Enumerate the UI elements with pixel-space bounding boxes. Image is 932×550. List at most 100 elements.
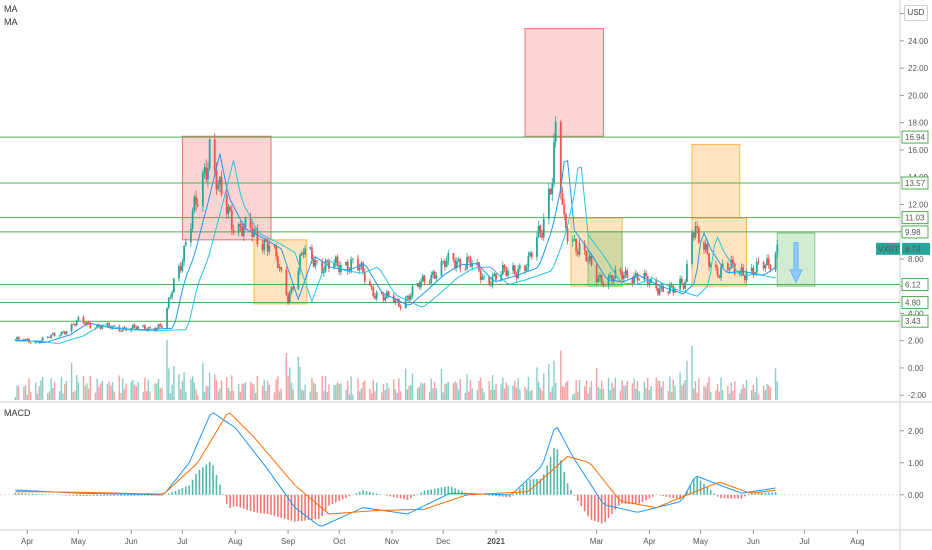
volume-bar — [551, 386, 553, 400]
candle-body — [374, 295, 376, 299]
volume-bar — [261, 385, 264, 400]
volume-bar — [290, 382, 293, 400]
candle-body — [384, 297, 387, 301]
macd-hist-bar — [611, 494, 613, 514]
volume-bar — [29, 391, 32, 400]
volume-bar — [195, 389, 197, 400]
volume-bar — [178, 373, 180, 400]
macd-hist-bar — [106, 494, 109, 496]
candle-body — [113, 325, 116, 327]
price-tick-label: 2.00 — [908, 337, 924, 346]
macd-hist-bar — [188, 485, 191, 495]
ma-legend-1[interactable]: MA — [4, 4, 18, 14]
volume-bar — [408, 385, 410, 400]
macd-hist-bar — [733, 494, 736, 499]
macd-hist-bar — [65, 494, 68, 496]
volume-bar — [193, 382, 196, 400]
candle-body — [738, 271, 741, 274]
volume-bar — [86, 383, 88, 400]
volume-bar — [539, 387, 542, 400]
level-label-box — [901, 211, 929, 225]
volume-bar — [633, 378, 635, 400]
candle-body — [607, 277, 610, 286]
macd-hist-bar — [89, 494, 92, 496]
macd-hist-bar — [208, 461, 211, 495]
currency-badge[interactable]: USD — [904, 5, 928, 21]
volume-bar — [372, 379, 374, 400]
macd-hist-bar — [375, 493, 378, 495]
volume-bar — [648, 389, 651, 400]
volume-bar — [655, 377, 657, 400]
volume-bar — [457, 389, 460, 400]
candle-body — [547, 188, 550, 219]
level-label-box — [901, 278, 929, 292]
macd-hist-bar — [41, 494, 44, 495]
candle-body — [178, 266, 180, 279]
candle-body — [696, 226, 699, 229]
candle-body — [242, 227, 245, 236]
candle-body — [445, 260, 448, 268]
macd-hist-bar — [461, 491, 463, 495]
candle-body — [207, 168, 209, 180]
candle-body — [213, 139, 216, 171]
macd-hist-bar — [355, 493, 358, 495]
macd-hist-bar — [454, 488, 456, 495]
candle-body — [565, 214, 567, 229]
macd-hist-bar — [440, 487, 443, 495]
volume-bar — [657, 380, 659, 400]
volume-bar — [410, 385, 412, 400]
macd-hist-bar — [120, 494, 122, 496]
volume-bar — [220, 380, 223, 400]
volume-bar — [476, 390, 478, 400]
volume-bar — [519, 389, 521, 400]
volume-bar — [94, 392, 97, 400]
candle-body — [314, 260, 317, 267]
volume-bar — [47, 393, 49, 400]
candle-body — [576, 251, 579, 255]
macd-hist-bar — [703, 483, 705, 495]
macd-hist-bar — [631, 494, 634, 505]
volume-bar — [756, 377, 758, 400]
macd-tick-label: 0.00 — [908, 491, 924, 500]
macd-hist-bar — [328, 494, 330, 506]
macd-hist-bar — [287, 494, 289, 520]
volume-bar — [507, 385, 509, 400]
macd-hist-bar — [31, 493, 34, 495]
volume-bar — [360, 388, 363, 400]
macd-hist-bar — [317, 494, 320, 519]
macd-hist-bar — [573, 494, 576, 496]
macd-hist-bar — [556, 449, 559, 495]
candle-body — [227, 206, 230, 214]
macd-legend[interactable]: MACD — [4, 408, 31, 418]
volume-bar — [159, 388, 161, 400]
macd-hist-bar — [362, 490, 364, 495]
volume-bar — [362, 382, 364, 400]
time-tick-label: Nov — [385, 537, 399, 546]
candle-body — [767, 258, 770, 266]
volume-bar — [58, 391, 61, 400]
volume-bar — [145, 390, 148, 400]
candle-body — [137, 326, 139, 329]
candle-body — [762, 262, 765, 269]
volume-bar — [744, 387, 746, 400]
ma-legend-2[interactable]: MA — [4, 17, 18, 27]
macd-hist-bar — [99, 494, 102, 496]
candle-body — [715, 264, 717, 268]
candle-body — [82, 317, 85, 323]
price-tick-label: 12.00 — [908, 200, 929, 209]
candle-body — [225, 194, 228, 214]
time-tick-label: Sep — [281, 537, 296, 546]
volume-bar — [398, 378, 400, 400]
candle-body — [679, 278, 682, 290]
volume-bar — [585, 380, 588, 400]
volume-bar — [219, 388, 221, 400]
volume-bar — [732, 390, 734, 400]
volume-bar — [682, 383, 685, 400]
macd-hist-bar — [72, 494, 75, 496]
volume-bar — [169, 393, 172, 400]
volume-bar — [156, 383, 158, 400]
candle-body — [631, 277, 634, 284]
volume-bar — [670, 392, 673, 400]
volume-bar — [672, 379, 674, 400]
